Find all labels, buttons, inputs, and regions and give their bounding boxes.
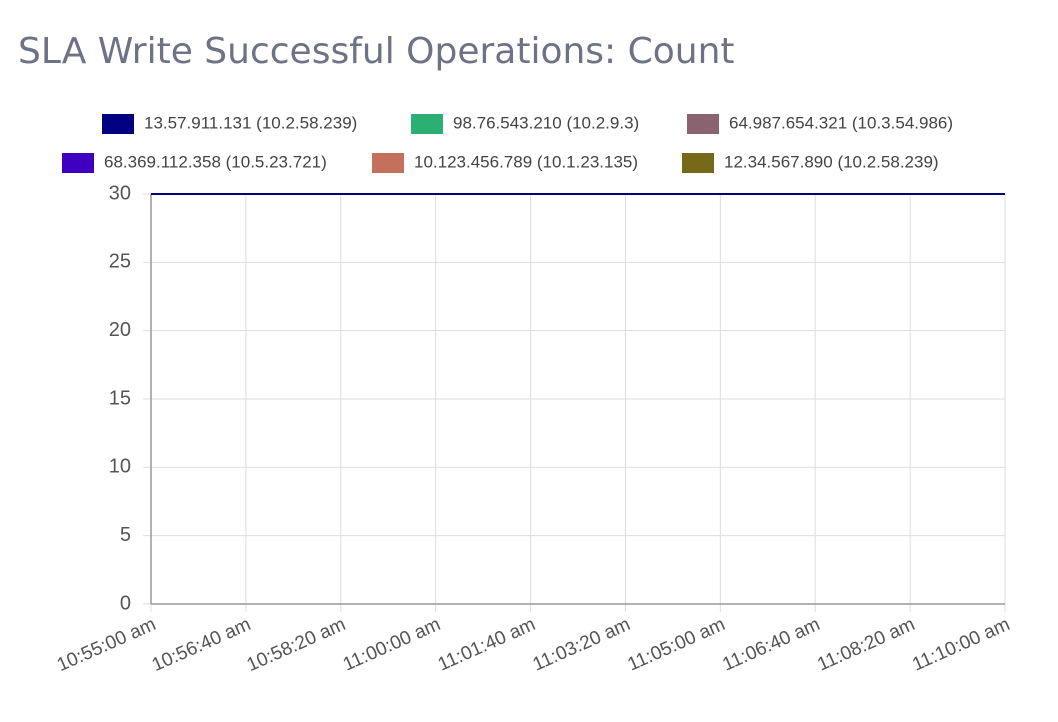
legend-label: 68.369.112.358 (10.5.23.721) [104, 152, 327, 171]
x-tick-label: 11:06:40 am [720, 614, 824, 676]
legend-label: 13.57.911.131 (10.2.58.239) [144, 113, 357, 132]
legend-label: 98.76.543.210 (10.2.9.3) [453, 113, 639, 132]
x-tick-label: 10:55:00 am [54, 614, 159, 676]
legend-swatch [102, 114, 134, 134]
legend-label: 64.987.654.321 (10.3.54.986) [729, 113, 953, 132]
legend-label: 10.123.456.789 (10.1.23.135) [414, 152, 638, 171]
legend-swatch [682, 153, 714, 173]
x-tick-label: 11:05:00 am [625, 614, 729, 676]
x-tick-label: 11:01:40 am [435, 614, 539, 676]
x-tick-label: 11:00:00 am [340, 614, 444, 676]
legend-swatch [687, 114, 719, 134]
y-tick-label: 25 [109, 251, 131, 273]
x-tick-label: 11:08:20 am [814, 614, 918, 676]
legend-swatch [372, 153, 404, 173]
chart-title: SLA Write Successful Operations: Count [18, 31, 735, 72]
legend-swatch [62, 153, 94, 173]
x-tick-label: 11:10:00 am [909, 614, 1013, 676]
y-tick-label: 10 [109, 456, 131, 478]
y-tick-label: 0 [120, 592, 131, 614]
y-tick-label: 30 [109, 182, 131, 204]
y-tick-label: 20 [109, 319, 131, 341]
grid [143, 193, 1006, 612]
legend-label: 12.34.567.890 (10.2.58.239) [724, 152, 939, 171]
legend-swatch [411, 114, 443, 134]
y-tick-label: 15 [109, 387, 131, 409]
y-tick-label: 5 [120, 524, 131, 546]
x-tick-label: 10:56:40 am [149, 614, 254, 676]
x-tick-label: 11:03:20 am [530, 614, 634, 676]
x-tick-label: 10:58:20 am [244, 614, 349, 676]
